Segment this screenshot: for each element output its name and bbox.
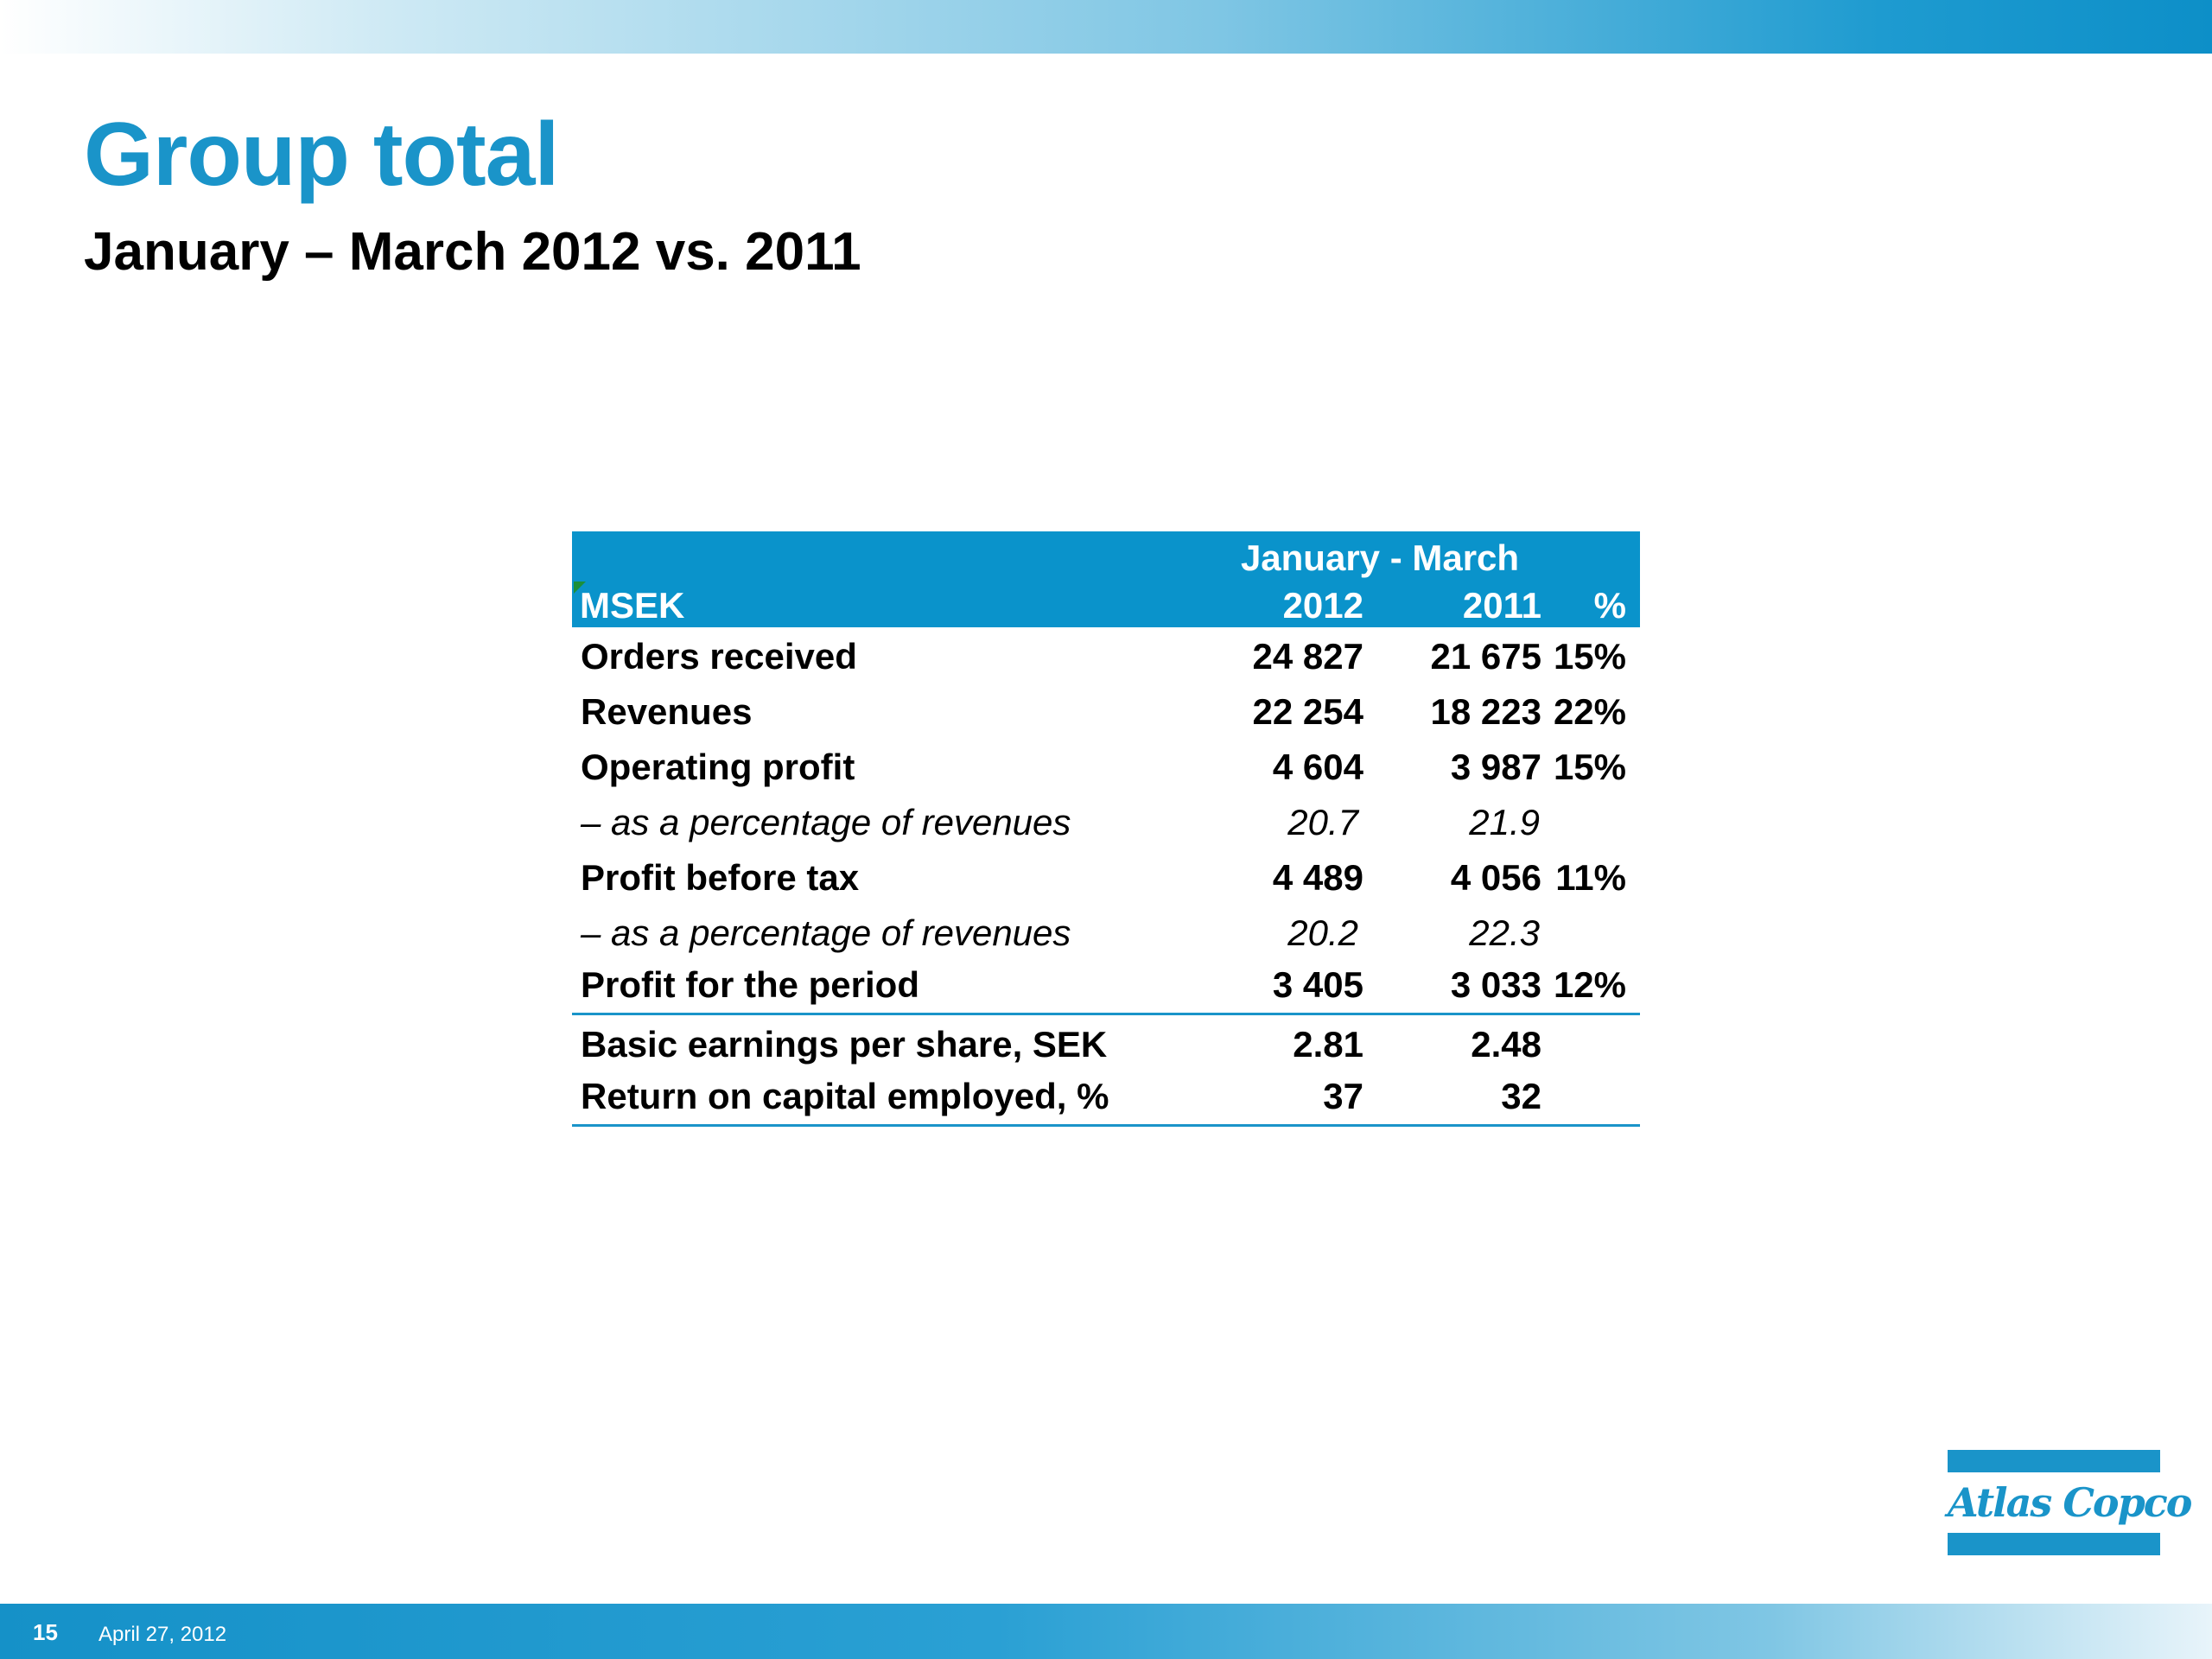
column-header-2011: 2011	[1462, 585, 1541, 626]
row-label: Basic earnings per share, SEK	[581, 1024, 1108, 1065]
value-2012: 4 604	[1272, 747, 1363, 787]
value-2012: 3 405	[1272, 964, 1363, 1005]
value-2012: 4 489	[1272, 857, 1363, 898]
value-2011: 2.48	[1471, 1024, 1541, 1065]
footer-date: April 27, 2012	[99, 1623, 227, 1646]
value-2011: 3 987	[1450, 747, 1541, 787]
value-2011: 21 675	[1430, 636, 1541, 677]
logo-text: Atlas Copco	[1948, 1479, 2192, 1526]
table-row: Orders received 24 827 21 675 15%	[572, 627, 1640, 683]
value-2012: 24 827	[1252, 636, 1363, 677]
table-row: Return on capital employed, % 37 32	[572, 1071, 1640, 1124]
row-label: – as a percentage of revenues	[581, 912, 1071, 953]
unit-header: MSEK	[580, 585, 685, 626]
value-percent: 15%	[1553, 747, 1626, 787]
slide-subtitle: January – March 2012 vs. 2011	[84, 222, 861, 282]
page-number: 15	[33, 1619, 58, 1645]
value-2011: 32	[1501, 1076, 1541, 1116]
value-2011: 21.9	[1469, 802, 1540, 842]
value-2012: 20.2	[1287, 912, 1358, 953]
value-percent: 15%	[1553, 636, 1626, 677]
table-row: Operating profit 4 604 3 987 15%	[572, 738, 1640, 793]
table-row: – as a percentage of revenues 20.7 21.9	[572, 793, 1640, 849]
value-2011: 3 033	[1450, 964, 1541, 1005]
value-2011: 4 056	[1450, 857, 1541, 898]
table-row: Revenues 22 254 18 223 22%	[572, 683, 1640, 738]
logo-top-bar	[1948, 1450, 2160, 1472]
table-divider	[572, 1013, 1640, 1015]
table-header: January - March MSEK 2012 2011 %	[572, 531, 1640, 627]
value-2011: 18 223	[1430, 691, 1541, 732]
atlas-copco-logo: Atlas Copco	[1948, 1450, 2192, 1555]
table-row: Basic earnings per share, SEK 2.81 2.48	[572, 1015, 1640, 1071]
cell-marker-icon	[574, 582, 586, 594]
value-percent: 22%	[1553, 691, 1626, 732]
table-bottom-border	[572, 1124, 1640, 1127]
logo-bottom-bar	[1948, 1533, 2160, 1555]
value-percent: 11%	[1555, 857, 1626, 898]
slide-title: Group total	[84, 105, 559, 205]
row-label: Operating profit	[581, 747, 855, 787]
row-label: Profit for the period	[581, 964, 919, 1005]
row-label: Revenues	[581, 691, 753, 732]
value-2012: 2.81	[1293, 1024, 1363, 1065]
row-label: Profit before tax	[581, 857, 860, 898]
financial-table: January - March MSEK 2012 2011 % Orders …	[572, 531, 1640, 1127]
value-2012: 20.7	[1287, 802, 1358, 842]
column-header-2012: 2012	[1282, 585, 1363, 626]
table-row: Profit for the period 3 405 3 033 12%	[572, 959, 1640, 1013]
row-label: Return on capital employed, %	[581, 1076, 1109, 1116]
value-2011: 22.3	[1469, 912, 1540, 953]
column-header-percent: %	[1593, 585, 1626, 626]
value-percent: 12%	[1553, 964, 1626, 1005]
table-row: – as a percentage of revenues 20.2 22.3	[572, 904, 1640, 959]
bottom-gradient-bar	[0, 1604, 2212, 1659]
period-header: January - March	[1240, 537, 1520, 578]
value-2012: 22 254	[1252, 691, 1363, 732]
value-2012: 37	[1323, 1076, 1363, 1116]
table-row: Profit before tax 4 489 4 056 11%	[572, 849, 1640, 904]
row-label: Orders received	[581, 636, 857, 677]
row-label: – as a percentage of revenues	[581, 802, 1071, 842]
top-gradient-bar	[0, 0, 2212, 54]
